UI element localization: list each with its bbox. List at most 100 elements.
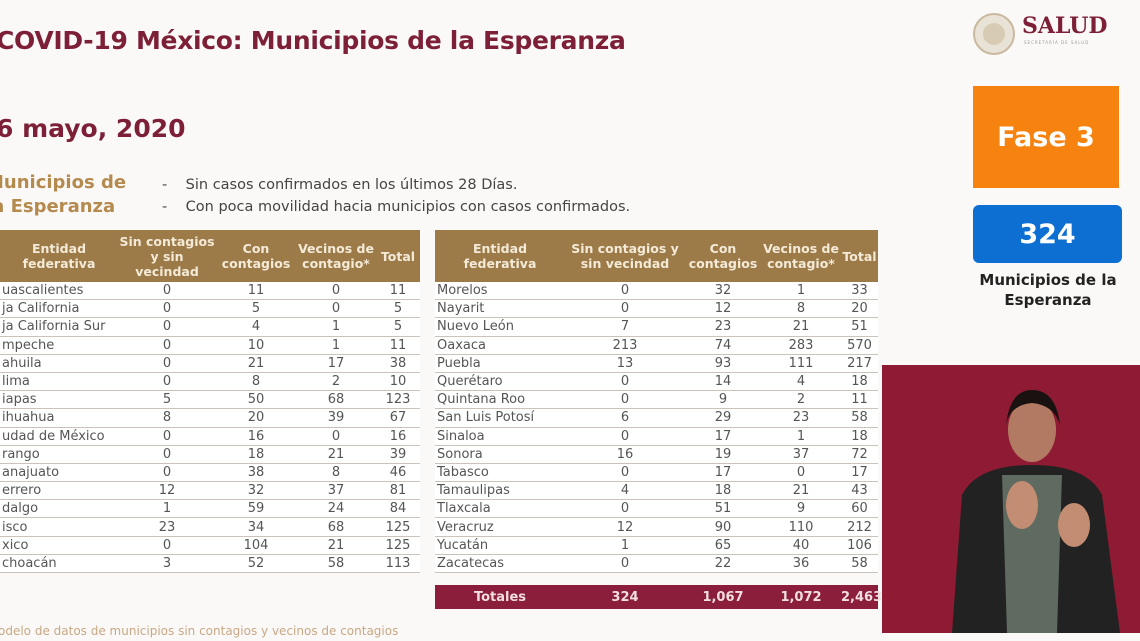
cell-value: 8 bbox=[761, 299, 841, 319]
state-name: Tamaulipas bbox=[435, 481, 565, 501]
label-line: Esperanza bbox=[1004, 291, 1092, 309]
cell-value: 21 bbox=[296, 536, 376, 555]
cell-value: 0 bbox=[565, 299, 685, 319]
state-name: Tlaxcala bbox=[435, 499, 565, 519]
cell-value: 1 bbox=[296, 317, 376, 337]
cell-value: 23 bbox=[118, 517, 216, 537]
cell-value: 9 bbox=[761, 499, 841, 519]
cell-value: 125 bbox=[376, 536, 420, 555]
table-row: Tlaxcala 0 51 9 60 bbox=[435, 499, 878, 519]
cell-value: 40 bbox=[761, 536, 841, 555]
cell-value: 90 bbox=[685, 517, 761, 537]
cell-value: 74 bbox=[685, 336, 761, 355]
state-name: Yucatán bbox=[435, 536, 565, 555]
cell-value: 3 bbox=[118, 554, 216, 574]
cell-value: 0 bbox=[565, 390, 685, 410]
cell-value: 43 bbox=[841, 481, 878, 501]
definition-label-2: la Esperanza bbox=[0, 196, 116, 217]
col-header: Sin contagios y sin vecindad bbox=[565, 230, 685, 282]
cell-value: 65 bbox=[685, 536, 761, 555]
totals-row: Totales 324 1,067 1,072 2,463 bbox=[435, 585, 882, 609]
table-row: lima 0 8 2 10 bbox=[0, 372, 420, 392]
cell-value: 23 bbox=[761, 408, 841, 428]
table-row: Oaxaca 213 74 283 570 bbox=[435, 336, 878, 355]
cell-value: 8 bbox=[118, 408, 216, 428]
cell-value: 17 bbox=[296, 354, 376, 373]
cell-value: 217 bbox=[841, 354, 878, 373]
cell-value: 0 bbox=[118, 354, 216, 373]
cell-value: 212 bbox=[841, 517, 878, 537]
state-name: udad de México bbox=[0, 427, 118, 446]
cell-value: 104 bbox=[216, 536, 296, 555]
cell-value: 111 bbox=[761, 354, 841, 373]
table-row: ja California Sur 0 4 1 5 bbox=[0, 317, 420, 337]
cell-value: 0 bbox=[761, 463, 841, 483]
table-row: Puebla 13 93 111 217 bbox=[435, 354, 878, 373]
table-row: Querétaro 0 14 4 18 bbox=[435, 372, 878, 392]
cell-value: 5 bbox=[376, 299, 420, 319]
cell-value: 1 bbox=[296, 336, 376, 355]
table-row: Veracruz 12 90 110 212 bbox=[435, 517, 878, 537]
totals-label: Totales bbox=[473, 589, 527, 605]
state-name: ihuahua bbox=[0, 408, 118, 428]
cell-value: 4 bbox=[565, 481, 685, 501]
cell-value: 11 bbox=[376, 282, 420, 301]
col-header: Vecinos de contagio* bbox=[296, 230, 376, 282]
col-header: Sin contagios y sin vecindad bbox=[118, 230, 216, 282]
cell-value: 11 bbox=[376, 336, 420, 355]
cell-value: 12 bbox=[565, 517, 685, 537]
cell-value: 81 bbox=[376, 481, 420, 501]
col-header: Entidad federativa bbox=[0, 230, 118, 282]
table-row: iapas 5 50 68 123 bbox=[0, 390, 420, 410]
table-row: Tabasco 0 17 0 17 bbox=[435, 463, 878, 483]
cell-value: 68 bbox=[296, 390, 376, 410]
state-name: San Luis Potosí bbox=[435, 408, 565, 428]
cell-value: 20 bbox=[216, 408, 296, 428]
cell-value: 52 bbox=[216, 554, 296, 574]
table-row: errero 12 32 37 81 bbox=[0, 481, 420, 501]
cell-value: 6 bbox=[565, 408, 685, 428]
state-name: Morelos bbox=[435, 282, 565, 301]
state-name: xico bbox=[0, 536, 118, 555]
cell-value: 68 bbox=[296, 517, 376, 537]
state-name: isco bbox=[0, 517, 118, 537]
definition-bullet: Con poca movilidad hacia municipios con … bbox=[185, 199, 631, 215]
left-states-table: Entidad federativa Sin contagios y sin v… bbox=[0, 230, 420, 574]
table-row: mpeche 0 10 1 11 bbox=[0, 336, 420, 355]
cell-value: 21 bbox=[761, 481, 841, 501]
cell-value: 38 bbox=[376, 354, 420, 373]
cell-value: 33 bbox=[841, 282, 878, 301]
cell-value: 36 bbox=[761, 554, 841, 574]
cell-value: 38 bbox=[216, 463, 296, 483]
table-row: dalgo 1 59 24 84 bbox=[0, 499, 420, 519]
table-row: Tamaulipas 4 18 21 43 bbox=[435, 481, 878, 501]
cell-value: 8 bbox=[296, 463, 376, 483]
col-header: Con contagios bbox=[216, 230, 296, 282]
col-header: Vecinos de contagio* bbox=[761, 230, 841, 282]
state-name: rango bbox=[0, 445, 118, 464]
totals-value: 1,067 bbox=[702, 589, 744, 605]
brand-name: SALUD bbox=[1022, 13, 1108, 39]
cell-value: 37 bbox=[296, 481, 376, 501]
state-name: mpeche bbox=[0, 336, 118, 355]
right-states-table: Entidad federativa Sin contagios y sin v… bbox=[435, 230, 878, 574]
cell-value: 39 bbox=[376, 445, 420, 464]
table-row: xico 0 104 21 125 bbox=[0, 536, 420, 555]
state-name: dalgo bbox=[0, 499, 118, 519]
totals-value: 324 bbox=[611, 589, 639, 605]
sign-language-interpreter-video bbox=[882, 365, 1140, 633]
cell-value: 1 bbox=[118, 499, 216, 519]
cell-value: 0 bbox=[118, 445, 216, 464]
cell-value: 17 bbox=[841, 463, 878, 483]
state-name: iapas bbox=[0, 390, 118, 410]
cell-value: 29 bbox=[685, 408, 761, 428]
cell-value: 0 bbox=[118, 536, 216, 555]
cell-value: 4 bbox=[216, 317, 296, 337]
cell-value: 0 bbox=[118, 282, 216, 301]
cell-value: 213 bbox=[565, 336, 685, 355]
cell-value: 0 bbox=[565, 554, 685, 574]
col-header: Total bbox=[376, 230, 420, 282]
table-row: choacán 3 52 58 113 bbox=[0, 554, 420, 574]
state-name: Sonora bbox=[435, 445, 565, 464]
cell-value: 24 bbox=[296, 499, 376, 519]
